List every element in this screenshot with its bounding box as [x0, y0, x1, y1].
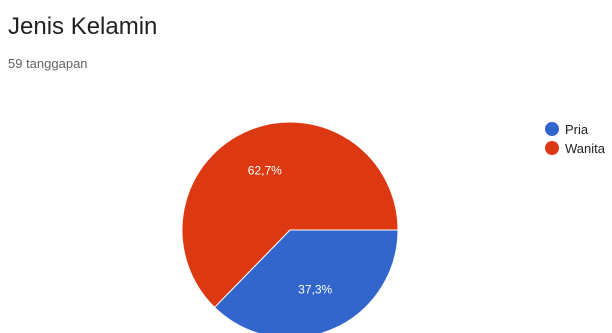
- pie-label-pria: 37,3%: [298, 283, 332, 297]
- pie-slice-wanita: [181, 121, 399, 309]
- chart-legend: Pria Wanita: [545, 120, 605, 158]
- legend-swatch-wanita: [545, 141, 559, 155]
- legend-item-wanita: Wanita: [545, 139, 605, 157]
- legend-item-pria: Pria: [545, 120, 605, 138]
- pie-slice-pria: [213, 229, 399, 333]
- chart-title: Jenis Kelamin: [8, 13, 158, 40]
- response-count: 59 tanggapan: [8, 56, 88, 71]
- pie-label-wanita: 62,7%: [248, 163, 282, 177]
- legend-label-pria: Pria: [565, 121, 589, 137]
- legend-label-wanita: Wanita: [565, 140, 605, 156]
- legend-swatch-pria: [545, 122, 559, 136]
